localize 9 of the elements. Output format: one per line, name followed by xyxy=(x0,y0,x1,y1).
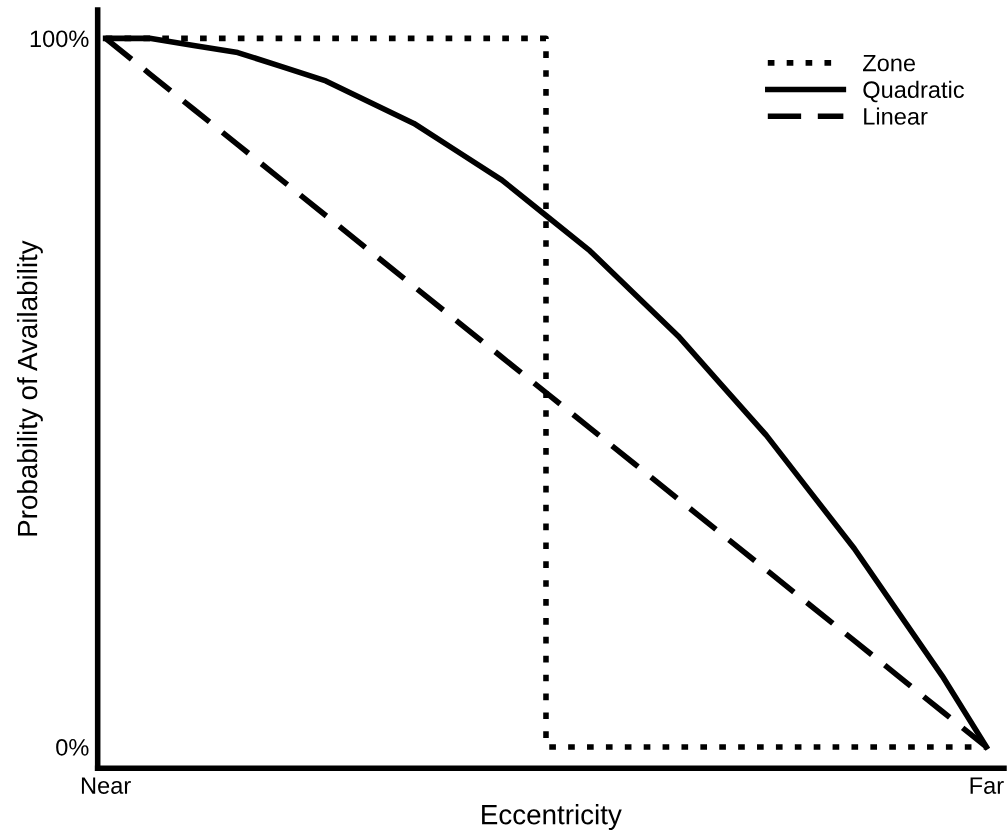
legend-label: Zone xyxy=(862,54,916,72)
y-axis-title: Probability of Availability xyxy=(16,240,43,536)
x-tick-label: Near xyxy=(81,777,131,794)
y-tick-label: 100% xyxy=(30,30,89,48)
x-tick-label: Far xyxy=(970,777,1004,794)
x-axis-title: Eccentricity xyxy=(482,804,622,830)
y-tick-label: 0% xyxy=(56,739,89,756)
legend-label: Linear xyxy=(864,107,928,125)
legend-label: Quadratic xyxy=(863,80,964,103)
